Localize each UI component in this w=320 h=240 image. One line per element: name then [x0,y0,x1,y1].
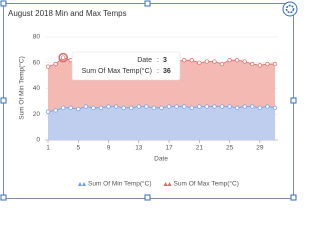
y-axis-label: Sum Of Min Temp(°C) [18,56,26,120]
marker [197,104,202,109]
tooltip [71,51,181,81]
x-tick-label: 21 [196,145,204,152]
marker [204,104,210,109]
marker [166,104,172,109]
marker [91,105,96,110]
marker [204,59,210,64]
marker [189,58,194,63]
tooltip-value: 36 [163,68,171,75]
marker [129,105,134,110]
marker [234,105,240,110]
marker [219,104,225,109]
marker [182,104,187,109]
marker [265,61,270,67]
marker [227,58,232,63]
chart-title: August 2018 Min and Max Temps [8,9,127,18]
tooltip-label: Date [137,57,152,64]
marker [83,104,89,109]
legend-icon [78,182,82,186]
marker [257,63,262,68]
x-tick-label: 29 [256,145,264,152]
marker [242,59,247,64]
legend-item: Sum Of Max Temp(°C) [163,180,239,188]
x-tick-label: 5 [76,145,80,152]
x-tick-label: 13 [135,145,143,152]
x-axis-label: Date [154,156,168,163]
marker [53,108,58,113]
marker [212,104,217,109]
y-tick-label: 80 [33,34,41,41]
marker [136,104,141,109]
marker [265,104,270,109]
y-tick-label: 20 [33,111,41,118]
marker [45,64,51,69]
y-tick-label: 40 [33,85,41,92]
legend-label: Sum Of Min Temp(°C) [88,180,152,188]
y-tick-label: 60 [33,59,41,66]
chart: August 2018 Min and Max Temps Sum Of Min… [0,0,298,201]
marker [257,105,262,110]
marker [61,105,66,110]
x-tick-label: 9 [107,145,111,152]
marker [272,61,278,67]
tooltip-label: Sum Of Max Temp(°C) [82,67,152,75]
marker [219,61,225,67]
tooltip-separator: : [157,57,159,64]
legend-item: Sum Of Min Temp(°C) [78,180,152,188]
tooltip-value: 3 [163,57,167,64]
legend-icon [167,182,172,186]
marker [45,109,51,114]
marker [250,104,255,109]
highlight-marker [58,52,68,63]
marker [159,105,164,110]
marker [250,61,255,67]
marker [234,58,240,63]
marker [227,104,232,109]
marker [98,105,104,110]
area [48,106,275,140]
marker [53,61,58,67]
marker [242,104,247,109]
marker [106,104,111,109]
marker [144,104,149,109]
marker [182,58,187,63]
legend-icon [82,182,86,186]
resize-handles[interactable] [0,0,297,201]
marker [197,60,202,65]
x-tick-label: 25 [226,145,234,152]
settings-icon[interactable] [282,1,298,17]
marker [76,106,81,112]
x-tick-label: 17 [165,145,173,152]
marker [272,105,278,110]
marker [189,105,194,110]
marker [61,55,66,60]
tooltip-separator: : [157,68,159,75]
y-tick-label: 0 [36,137,40,144]
marker [151,105,157,110]
marker [174,104,179,109]
marker [113,104,119,109]
legend-icon [163,182,168,186]
x-tick-label: 1 [46,145,50,152]
marker [121,105,126,110]
marker [68,105,73,110]
legend-label: Sum Of Max Temp(°C) [174,180,239,188]
marker [212,59,217,64]
